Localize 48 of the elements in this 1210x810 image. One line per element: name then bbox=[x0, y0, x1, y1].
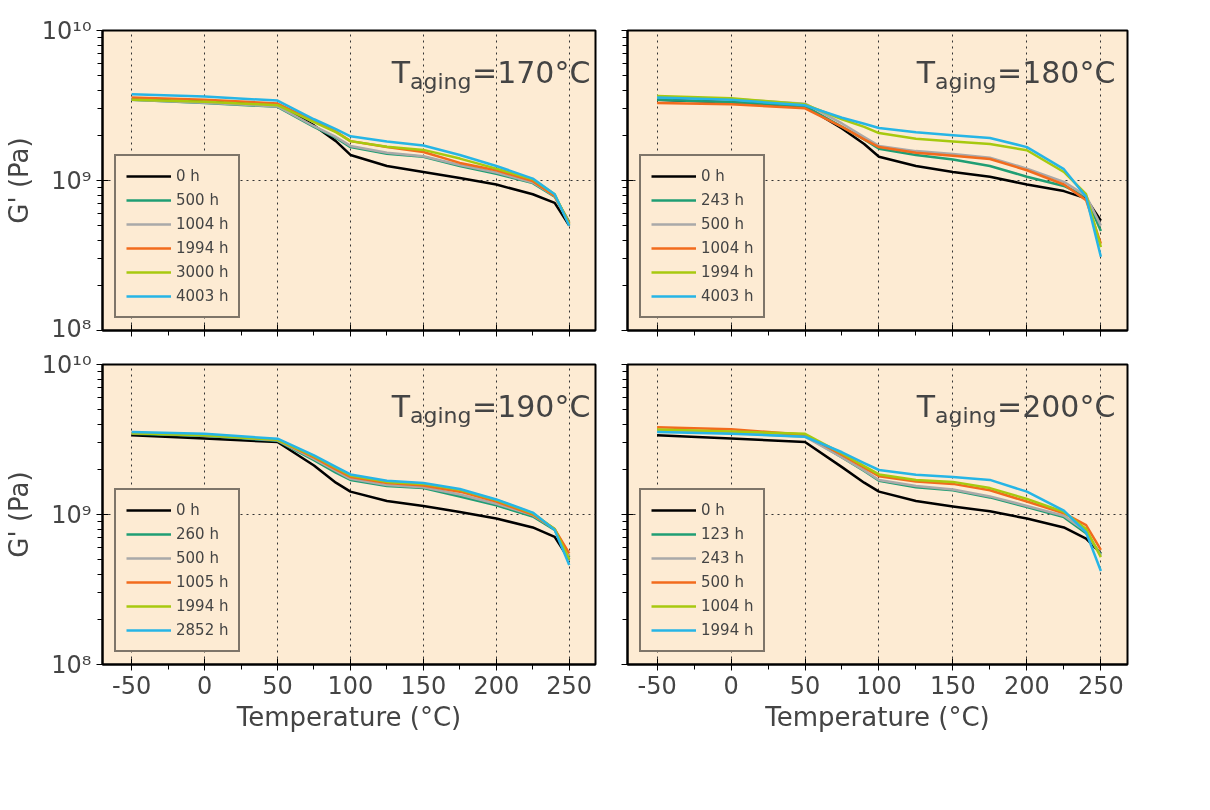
legend-label: 260 h bbox=[176, 525, 219, 543]
legend-label: 0 h bbox=[176, 167, 200, 185]
x-tick-label: -50 bbox=[637, 671, 677, 700]
legend-label: 4003 h bbox=[701, 287, 754, 305]
x-tick-label: 250 bbox=[1077, 671, 1124, 700]
x-tick-label: 250 bbox=[546, 671, 593, 700]
x-axis-title: Temperature (°C) bbox=[235, 701, 462, 732]
y-axis-title: G' (Pa) bbox=[3, 137, 34, 224]
x-axis-title: Temperature (°C) bbox=[764, 701, 990, 732]
legend-label: 1994 h bbox=[176, 597, 229, 615]
legend-label: 1994 h bbox=[701, 621, 754, 639]
legend-label: 243 h bbox=[701, 191, 744, 209]
legend-label: 1004 h bbox=[701, 597, 754, 615]
legend-label: 500 h bbox=[176, 191, 219, 209]
y-tick-label: 10¹⁰ bbox=[41, 16, 92, 45]
legend-label: 500 h bbox=[701, 215, 744, 233]
x-tick-label: 200 bbox=[1004, 671, 1050, 700]
legend-label: 1005 h bbox=[176, 573, 229, 591]
legend-label: 500 h bbox=[701, 573, 744, 591]
x-tick-label: 0 bbox=[196, 671, 213, 700]
legend-label: 1004 h bbox=[176, 215, 229, 233]
y-tick-label: 10⁸ bbox=[51, 650, 92, 679]
y-tick-label: 10⁸ bbox=[51, 314, 92, 343]
legend-label: 0 h bbox=[701, 167, 725, 185]
x-tick-label: 100 bbox=[856, 671, 902, 700]
legend-label: 1004 h bbox=[701, 239, 754, 257]
y-tick-label: 10⁹ bbox=[51, 166, 92, 195]
x-tick-label: -50 bbox=[112, 671, 152, 700]
legend-label: 1994 h bbox=[701, 263, 754, 281]
y-tick-label: 10¹⁰ bbox=[41, 350, 92, 379]
legend-label: 500 h bbox=[176, 549, 219, 567]
x-tick-label: 50 bbox=[789, 671, 821, 700]
legend-label: 123 h bbox=[701, 525, 744, 543]
legend-label: 3000 h bbox=[176, 263, 229, 281]
legend-label: 2852 h bbox=[176, 621, 229, 639]
x-tick-label: 200 bbox=[473, 671, 520, 700]
legend-label: 243 h bbox=[701, 549, 744, 567]
x-tick-label: 150 bbox=[400, 671, 447, 700]
x-tick-label: 100 bbox=[327, 671, 374, 700]
legend-label: 1994 h bbox=[176, 239, 229, 257]
y-axis-title: G' (Pa) bbox=[3, 471, 34, 558]
y-tick-label: 10⁹ bbox=[51, 500, 92, 529]
legend-label: 4003 h bbox=[176, 287, 229, 305]
legend-label: 0 h bbox=[701, 501, 725, 519]
x-tick-label: 50 bbox=[262, 671, 293, 700]
x-tick-label: 150 bbox=[930, 671, 976, 700]
x-tick-label: 0 bbox=[723, 671, 739, 700]
legend-label: 0 h bbox=[176, 501, 200, 519]
